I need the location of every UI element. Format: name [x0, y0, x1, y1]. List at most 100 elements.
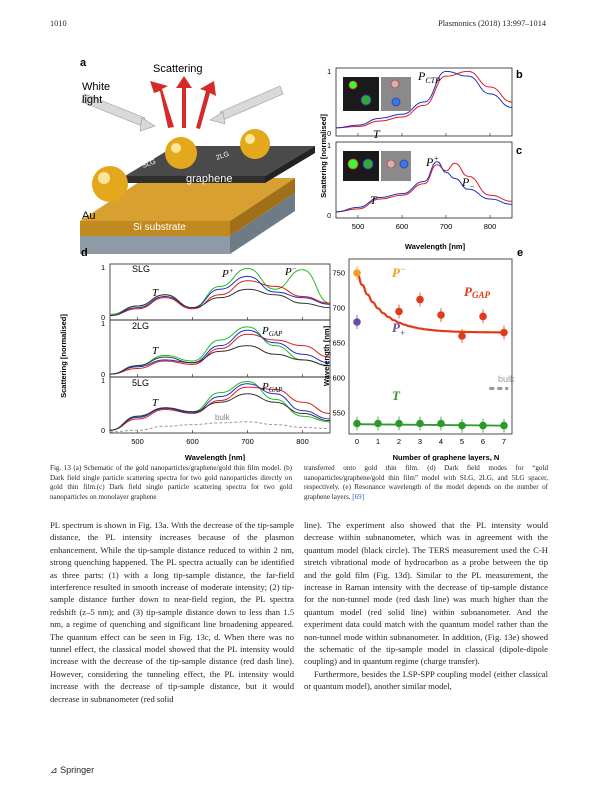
caption-left-text: Fig. 13 (a) Schematic of the gold nanopa… — [50, 464, 292, 501]
e-frame — [348, 258, 513, 435]
e-point — [353, 419, 361, 428]
e-xtick-label: 7 — [502, 437, 506, 446]
e-pgap: PGAP — [464, 284, 490, 300]
insets-c — [343, 151, 411, 181]
d2-series-2 — [109, 383, 331, 431]
panel-b-label: b — [516, 69, 523, 81]
d-pgap-5lg: PGAP — [261, 381, 283, 394]
c-xtick-label: 600 — [396, 222, 409, 231]
e-point — [416, 419, 424, 428]
c-series-0 — [335, 162, 513, 213]
e-point — [353, 318, 361, 326]
e-ytick-label: 750 — [332, 269, 345, 278]
e-point — [437, 311, 445, 319]
d-t-slg: T — [152, 287, 159, 299]
d1-series-2 — [109, 329, 331, 375]
e-xtick-label: 5 — [460, 437, 464, 446]
d0-series-2 — [109, 275, 331, 317]
d2-series-4 — [109, 421, 331, 433]
c-series-1 — [335, 161, 513, 213]
e-point — [479, 421, 487, 430]
e-point — [416, 295, 424, 304]
insets-b — [343, 77, 411, 111]
b-series-0 — [335, 70, 513, 129]
d-t-5lg: T — [152, 397, 159, 409]
d0-ytick-label: 1 — [101, 265, 105, 272]
d1-ytick-label: 1 — [101, 321, 105, 328]
springer-logo-icon: ⊿ — [50, 765, 58, 775]
body-left: PL spectrum is shown in Fig. 13a. With t… — [50, 520, 294, 704]
e-point — [437, 419, 445, 428]
d2-series-3 — [109, 393, 331, 431]
d-pplus: P+ — [221, 267, 234, 280]
annot-pplus-c: P+ — [425, 154, 439, 169]
annot-t-c: T — [370, 193, 378, 207]
d1-series-0 — [109, 326, 331, 375]
white-light-label-2: light — [82, 94, 102, 106]
si-substrate — [80, 236, 230, 254]
caption-citation-link[interactable]: [69] — [352, 492, 365, 501]
plot-c: 1 0 500 600 700 800 — [327, 141, 513, 231]
annot-pminus-c: P− — [461, 175, 475, 191]
d1-ytick-label: 0 — [101, 372, 105, 379]
e-point — [395, 419, 403, 428]
caption-right-text: transferred onto gold thin film. (d) Dar… — [304, 464, 548, 501]
b-series-1 — [335, 70, 513, 129]
d-xtick-label: 800 — [296, 437, 309, 446]
body-right-para-2: Furthermore, besides the LSP-SPP couplin… — [304, 668, 548, 692]
d-slg-label: SLG — [132, 264, 150, 274]
e-point — [395, 307, 403, 316]
d-xtick-label: 600 — [186, 437, 199, 446]
2lg-label: 2LG — [215, 151, 230, 162]
e-xtick-label: 4 — [439, 437, 443, 446]
c-xtick-label: 500 — [352, 222, 365, 231]
e-bulk: bulk — [498, 374, 515, 384]
e-point — [479, 312, 487, 321]
d2-ytick-label: 0 — [101, 428, 105, 435]
panel-a-schematic: Scattering White light SLG 2LG graphene … — [80, 63, 315, 254]
e-point — [500, 421, 508, 430]
substrate-label: Si substrate — [133, 222, 186, 233]
au-label: Au — [82, 210, 95, 222]
e-xtick-label: 0 — [355, 437, 359, 446]
e-point — [353, 269, 361, 277]
d-ylabel: Scattering [normalised] — [59, 314, 68, 398]
springer-logo: ⊿ Springer — [50, 765, 94, 776]
d-xlabel: Wavelength [nm] — [185, 453, 246, 461]
e-point — [374, 419, 382, 428]
d1-series-3 — [109, 345, 331, 375]
e-ytick-label: 550 — [332, 409, 345, 418]
e-xlabel: Number of graphene layers, N — [393, 453, 500, 461]
graphene-label: graphene — [186, 173, 233, 185]
e-pgap-fit — [356, 271, 505, 334]
d2-frame — [109, 376, 331, 434]
panel-e-label: e — [517, 247, 523, 259]
gold-film — [80, 178, 295, 221]
c-xtick-label: 800 — [484, 222, 497, 231]
journal-ref: Plasmonics (2018) 13:997–1014 — [438, 19, 546, 28]
c-frame — [335, 141, 513, 219]
b-ytick-label: 0 — [327, 131, 331, 138]
annot-pctp: PCTP — [417, 69, 440, 85]
plot-e: 0 1 2 3 4 5 6 7 550 600 650 700 750 — [332, 258, 513, 446]
gold-particle-left — [92, 166, 128, 202]
e-xtick-label: 2 — [397, 437, 401, 446]
d-5lg-label: 5LG — [132, 378, 149, 388]
c-ytick-label: 0 — [327, 213, 331, 220]
e-pplus: P+ — [392, 320, 405, 338]
slg-label: SLG — [141, 159, 157, 170]
caption-left: Fig. 13 (a) Schematic of the gold nanopa… — [50, 464, 292, 502]
d-2lg-label: 2LG — [132, 321, 149, 331]
d2-ytick-label: 1 — [101, 378, 105, 385]
annot-t-b: T — [373, 127, 381, 141]
body-right: line). The experiment also showed that t… — [304, 519, 548, 693]
d0-series-1 — [109, 280, 331, 317]
white-light-label-1: White — [82, 81, 110, 93]
figure-13: a Scattering White light SLG 2LG graphen… — [59, 57, 523, 461]
e-point — [458, 332, 466, 340]
d-bulk: bulk — [215, 413, 231, 422]
caption-right: transferred onto gold thin film. (d) Dar… — [304, 464, 548, 502]
plot-b: 10 — [327, 67, 513, 138]
b-ytick-label: 1 — [327, 69, 331, 76]
